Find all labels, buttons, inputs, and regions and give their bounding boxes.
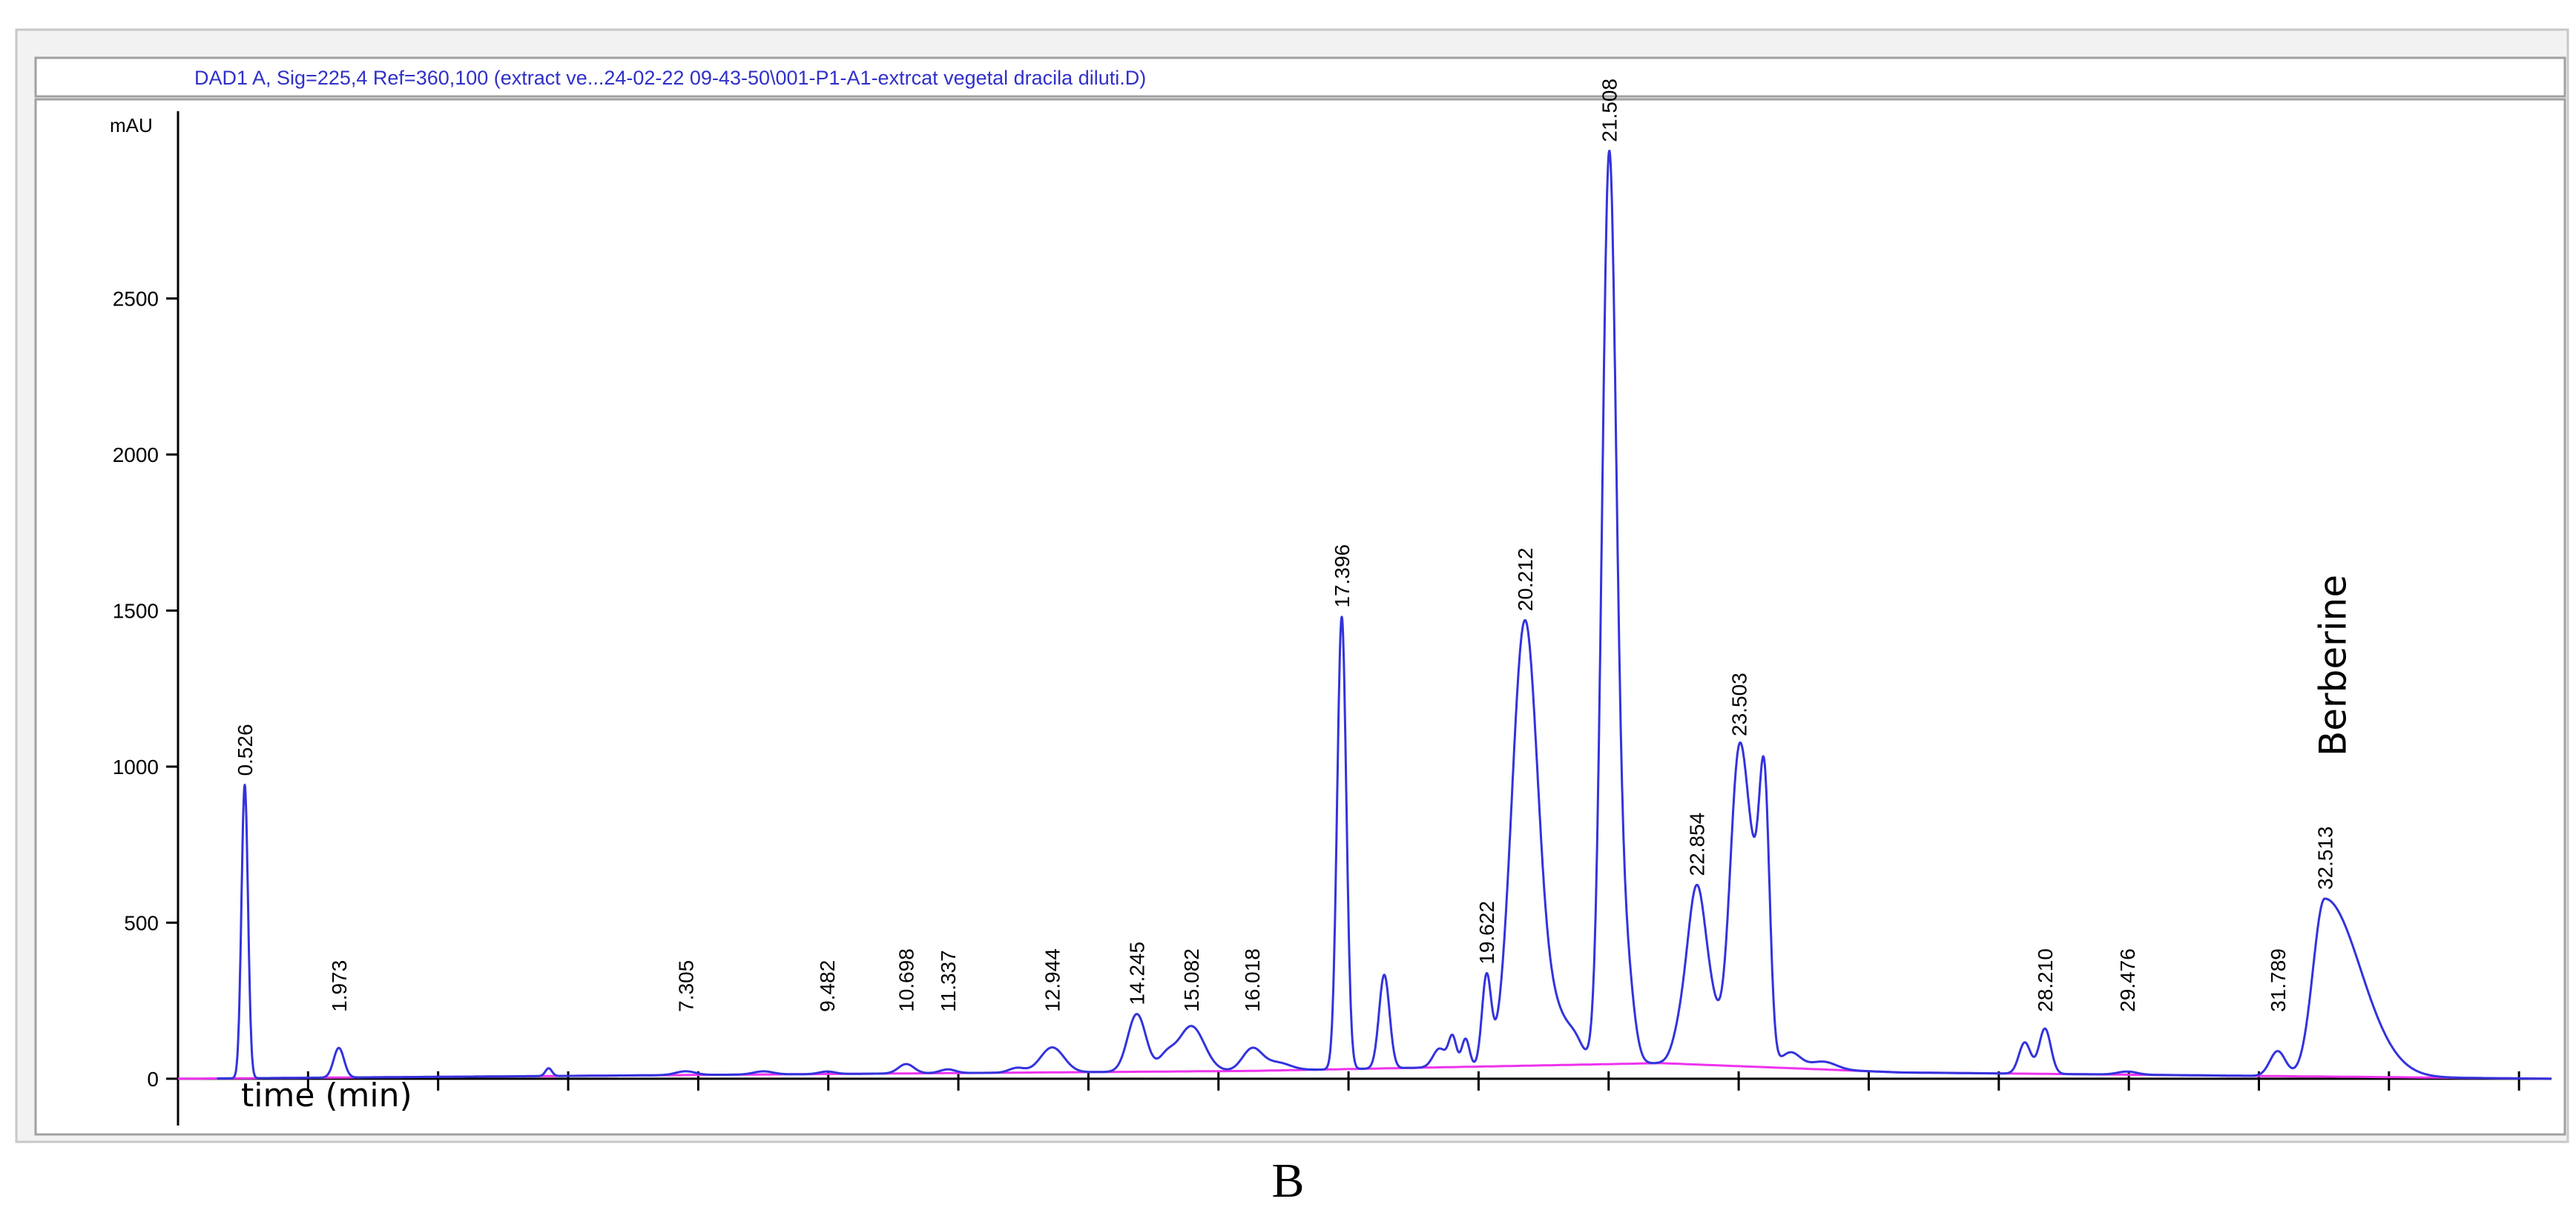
peak-label: 12.944 <box>1041 948 1064 1012</box>
peak-label: 1.973 <box>328 960 351 1012</box>
annotation-label: Berberine <box>2311 575 2354 756</box>
peak-label: 16.018 <box>1241 948 1264 1012</box>
peak-label: 21.508 <box>1598 79 1621 142</box>
plot-panel <box>34 98 2566 1136</box>
chromatogram-trace <box>216 149 2552 1080</box>
peak-label: 0.526 <box>234 724 257 776</box>
peak-label: 20.212 <box>1514 548 1537 612</box>
peak-label: 29.476 <box>2116 948 2139 1012</box>
peak-label: 19.622 <box>1475 901 1498 965</box>
peak-labels: 0.526 1.973 7.305 9.482 10.698 11.337 12.944 14… <box>234 79 2336 1012</box>
x-axis-title: time (min) <box>241 1077 412 1114</box>
y-tick-label: 2000 <box>113 443 159 466</box>
figure-label: B <box>1271 1154 1305 1208</box>
peak-label: 10.698 <box>895 948 918 1012</box>
y-ticks: 0 500 1000 1500 2000 2500 <box>113 288 178 1091</box>
peak-label: 28.210 <box>2034 948 2057 1012</box>
y-tick-label: 500 <box>124 911 159 934</box>
x-ticks <box>306 1071 2520 1091</box>
peak-label: 22.854 <box>1685 813 1708 876</box>
peak-label: 14.245 <box>1126 942 1149 1005</box>
axes: mAU 0 500 1000 1500 2000 2500 <box>110 111 2552 1126</box>
peak-label: 7.305 <box>674 960 697 1012</box>
peak-label: 32.513 <box>2313 826 2336 890</box>
y-tick-label: 0 <box>147 1068 159 1091</box>
peak-label: 17.396 <box>1331 544 1354 608</box>
y-tick-label: 2500 <box>113 288 159 311</box>
peak-label: 11.337 <box>937 950 960 1012</box>
signal-title-bar <box>34 56 2566 98</box>
peak-label: 23.503 <box>1727 673 1750 736</box>
signal-title: DAD1 A, Sig=225,4 Ref=360,100 (extract v… <box>194 67 1146 89</box>
y-tick-label: 1000 <box>113 756 159 779</box>
peak-label: 31.789 <box>2267 948 2290 1012</box>
peak-label: 15.082 <box>1180 948 1203 1012</box>
annotations: Berberine <box>2311 575 2354 756</box>
peak-label: 9.482 <box>816 960 839 1012</box>
y-tick-label: 1500 <box>113 599 159 622</box>
y-axis-unit-label: mAU <box>110 114 153 136</box>
